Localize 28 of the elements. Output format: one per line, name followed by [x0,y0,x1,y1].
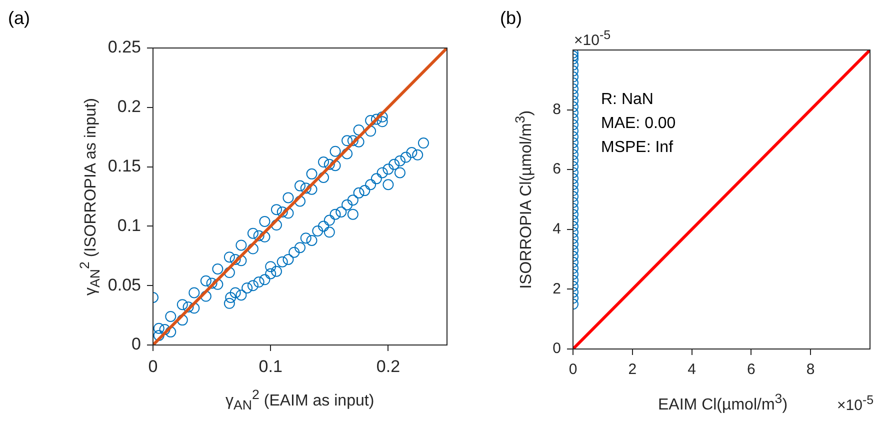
y-tick-label: 0.15 [108,156,141,176]
chart-title: (b) [500,8,522,29]
chart-title: (a) [8,8,30,29]
y-tick-label: 0.1 [117,216,141,235]
annotation: R: NaN [601,90,654,110]
y-tick-label: 0.25 [108,38,141,57]
x-tick-label: 0.1 [258,356,282,376]
annotation: MSPE: Inf [601,138,674,158]
x-axis-title: EAIM Cl(µmol/m$^{3}$) [658,391,788,414]
text: ×10$^{-5}$ [837,393,874,414]
x-tick-label: 8 [806,361,815,378]
x-tick-label: 0 [148,356,158,376]
y-tick-label: 0 [552,340,561,358]
y-tick-label: 0.2 [117,97,141,116]
x-tick-label: 6 [747,361,756,378]
y-tick-label: 2 [552,280,561,298]
y-tick-label: 4 [552,220,561,238]
text: ×10$^{-5}$ [574,28,611,49]
x-tick-label: 0.2 [376,356,400,376]
y-tick-label: 0 [132,334,141,354]
annotation: MAE: 0.00 [601,114,676,134]
y-tick-label: 6 [552,160,561,178]
y-tick-label: 8 [552,100,561,118]
x-axis-title: γ$_{AN}$$^{2}$ (EAIM as input) [226,387,374,413]
x-tick-label: 0 [568,361,578,378]
x-tick-label: 4 [688,361,696,378]
y-tick-label: 0.05 [108,275,141,294]
x-tick-label: 2 [628,361,637,378]
